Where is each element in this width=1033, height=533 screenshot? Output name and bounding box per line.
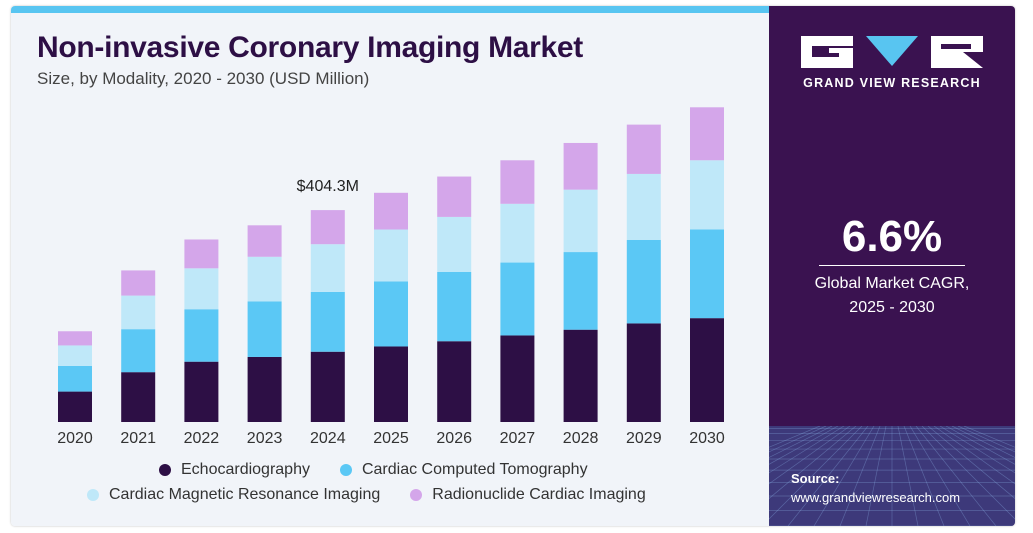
bar-segment-2029-3 <box>626 124 661 174</box>
bar-segment-2028-2 <box>563 189 598 253</box>
legend-swatch-radionuclide <box>410 489 423 501</box>
x-tick-label-2020: 2020 <box>57 430 93 447</box>
bar-segment-2021-0 <box>121 372 156 422</box>
bar-segment-2023-0 <box>247 356 282 422</box>
infographic-card: Non-invasive Coronary Imaging Market Siz… <box>11 6 1015 526</box>
bar-segment-2022-2 <box>184 268 219 310</box>
bar-segment-2025-2 <box>374 229 408 282</box>
bar-segment-2024-1 <box>310 291 345 352</box>
legend-label: Radionuclide Cardiac Imaging <box>432 486 646 503</box>
cagr-value: 6.6% <box>841 212 943 261</box>
bar-segment-2024-3 <box>310 210 345 245</box>
bar-segment-2021-1 <box>121 329 156 373</box>
chart-subtitle: Size, by Modality, 2020 - 2030 (USD Mill… <box>37 69 370 88</box>
bar-segment-2026-1 <box>437 271 472 342</box>
bar-segment-2024-0 <box>310 351 345 422</box>
legend-item-cardiac-mri: Cardiac Magnetic Resonance Imaging <box>87 486 380 504</box>
bar-segment-2029-2 <box>626 173 661 240</box>
chart-title: Non-invasive Coronary Imaging Market <box>37 31 584 64</box>
legend-label: Cardiac Magnetic Resonance Imaging <box>109 486 381 503</box>
bar-segment-2026-2 <box>437 216 472 272</box>
x-tick-label-2022: 2022 <box>184 430 220 447</box>
legend-row-1: Echocardiography Cardiac Computed Tomogr… <box>159 461 602 479</box>
bar-segment-2027-0 <box>500 335 535 422</box>
cagr-label-line2: 2025 - 2030 <box>849 299 935 316</box>
cagr-label: Global Market CAGR, 2025 - 2030 <box>769 272 1015 320</box>
bar-segment-2020-1 <box>58 365 92 392</box>
bar-segment-2030-1 <box>690 229 724 319</box>
x-tick-label-2021: 2021 <box>120 430 156 447</box>
cagr-divider <box>819 265 965 266</box>
bar-segment-2021-2 <box>121 295 156 330</box>
grand-view-research-logo <box>801 36 983 68</box>
bar-segment-2023-3 <box>247 225 282 257</box>
bar-segment-2028-1 <box>563 252 598 330</box>
bar-segment-2020-2 <box>58 345 92 366</box>
bar-segment-2028-0 <box>563 329 598 422</box>
bar-segment-2029-0 <box>626 323 661 422</box>
legend-swatch-cardiac-ct <box>339 464 352 476</box>
bar-segment-2020-3 <box>58 331 92 346</box>
bar-segment-2026-0 <box>437 341 472 422</box>
bar-segment-2028-3 <box>563 142 598 190</box>
bar-segment-2030-2 <box>690 160 724 230</box>
legend-item-echocardiography: Echocardiography <box>159 461 310 479</box>
bar-segment-2024-2 <box>310 244 345 292</box>
bar-segment-2029-1 <box>626 239 661 324</box>
legend-item-cardiac-ct: Cardiac Computed Tomography <box>339 461 588 479</box>
data-label-2024: $404.3M <box>297 178 359 195</box>
legend-item-radionuclide: Radionuclide Cardiac Imaging <box>410 486 646 504</box>
x-tick-label-2030: 2030 <box>689 430 725 447</box>
bar-segment-2021-3 <box>121 270 156 296</box>
chart-panel: Non-invasive Coronary Imaging Market Siz… <box>11 6 769 526</box>
legend-row-2: Cardiac Magnetic Resonance Imaging Radio… <box>87 486 660 504</box>
bar-segment-2026-3 <box>437 176 472 217</box>
top-accent-bar <box>11 6 769 13</box>
bar-segment-2025-3 <box>374 192 408 230</box>
bar-segment-2022-0 <box>184 361 219 422</box>
summary-panel: GRAND VIEW RESEARCH 6.6% Global Market C… <box>769 6 1015 526</box>
legend-label: Cardiac Computed Tomography <box>361 461 588 478</box>
x-tick-label-2023: 2023 <box>247 430 283 447</box>
bar-segment-2023-1 <box>247 301 282 357</box>
cagr-label-line1: Global Market CAGR, <box>814 275 970 292</box>
legend-swatch-cardiac-mri <box>87 489 99 501</box>
bar-segment-2025-0 <box>374 346 408 422</box>
x-tick-label-2027: 2027 <box>500 430 536 447</box>
bar-segment-2027-3 <box>500 160 535 204</box>
decorative-grid <box>769 426 1015 526</box>
bar-segment-2023-2 <box>247 256 282 302</box>
x-tick-label-2029: 2029 <box>626 430 662 447</box>
source-url[interactable]: www.grandviewresearch.com <box>791 490 961 505</box>
bar-segment-2025-1 <box>374 281 408 347</box>
x-tick-label-2024: 2024 <box>310 430 346 447</box>
legend-label: Echocardiography <box>181 461 310 478</box>
bar-segment-2030-0 <box>690 318 724 422</box>
source-label: Source: <box>791 471 840 486</box>
bar-segment-2020-0 <box>58 391 92 422</box>
stacked-bar-chart: 2020 2021 2022 2023 2024 2025 2026 2027 2028 2029… <box>57 107 725 447</box>
bar-segment-2027-1 <box>500 262 535 336</box>
bar-segment-2030-3 <box>690 107 724 161</box>
bar-segment-2022-1 <box>184 309 219 362</box>
x-tick-label-2028: 2028 <box>563 430 599 447</box>
bar-segment-2027-2 <box>500 203 535 263</box>
bar-segment-2022-3 <box>184 239 219 269</box>
legend-swatch-echocardiography <box>159 464 171 476</box>
x-tick-label-2026: 2026 <box>436 430 472 447</box>
brand-name: GRAND VIEW RESEARCH <box>803 76 981 90</box>
x-tick-label-2025: 2025 <box>373 430 409 447</box>
